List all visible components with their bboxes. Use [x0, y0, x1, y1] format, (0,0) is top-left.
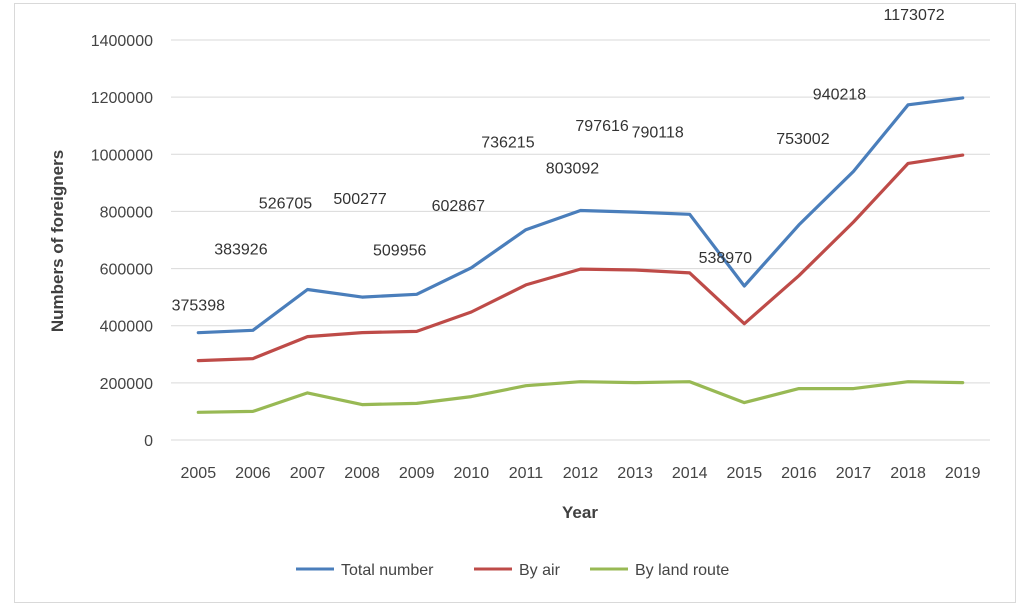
series-line-by-air [196, 153, 965, 363]
chart-frame [14, 3, 1016, 603]
gridlines [171, 39, 990, 441]
series-line-by-land-route [196, 380, 965, 414]
y-tick-label: 1000000 [91, 147, 153, 164]
data-label: 602867 [432, 198, 485, 215]
data-label: 803092 [546, 161, 599, 178]
y-tick-label: 400000 [100, 319, 153, 336]
data-label: 753002 [776, 131, 829, 148]
x-tick-label: 2006 [235, 465, 271, 482]
series-line-total-number [196, 96, 965, 335]
y-tick-label: 0 [144, 433, 153, 450]
y-axis-ticks: 0 200000 400000 600000 800000 1000000 1200000 1… [91, 33, 153, 450]
legend: Total number By air By land route [296, 562, 729, 579]
legend-label-air: By air [519, 562, 561, 579]
data-labels: 375398 383926 526705 500277 509956 602867 7362… [172, 7, 945, 315]
x-tick-label: 2010 [454, 465, 490, 482]
legend-label-total: Total number [341, 562, 434, 579]
x-tick-label: 2016 [781, 465, 817, 482]
x-tick-label: 2008 [344, 465, 380, 482]
x-tick-label: 2018 [890, 465, 926, 482]
series-lines [196, 96, 965, 414]
data-label: 790118 [632, 124, 684, 141]
x-axis-ticks: 2005 2006 2007 2008 2009 2010 2011 2012 2013 2014… [181, 465, 981, 482]
x-tick-label: 2015 [727, 465, 763, 482]
y-tick-label: 800000 [100, 204, 153, 221]
x-tick-label: 2011 [509, 465, 544, 482]
y-tick-label: 1400000 [91, 33, 153, 50]
x-tick-label: 2007 [290, 465, 326, 482]
data-label: 538970 [699, 250, 752, 267]
x-axis-title: Year [562, 503, 598, 522]
y-tick-label: 200000 [100, 376, 153, 393]
data-label: 509956 [373, 242, 426, 259]
x-tick-label: 2005 [181, 465, 217, 482]
data-label: 500277 [333, 191, 386, 208]
x-tick-label: 2009 [399, 465, 435, 482]
x-tick-label: 2014 [672, 465, 708, 482]
data-label: 526705 [259, 196, 312, 213]
x-tick-label: 2017 [836, 465, 872, 482]
y-axis-title: Numbers of foreigners [48, 150, 67, 332]
data-label: 1173072 [884, 7, 945, 24]
x-tick-label: 2019 [945, 465, 981, 482]
data-label: 375398 [172, 298, 225, 315]
y-tick-label: 1200000 [91, 90, 153, 107]
y-tick-label: 600000 [100, 262, 153, 279]
data-label: 736215 [481, 135, 534, 152]
legend-label-land: By land route [635, 562, 729, 579]
x-tick-label: 2012 [563, 465, 599, 482]
x-tick-label: 2013 [617, 465, 653, 482]
data-label: 940218 [813, 86, 866, 103]
data-label: 797616 [575, 118, 628, 135]
data-label: 383926 [214, 241, 267, 258]
